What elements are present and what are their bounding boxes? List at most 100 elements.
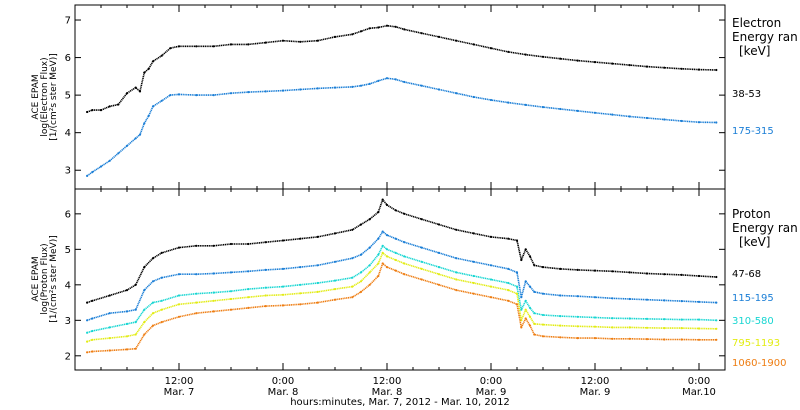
electron-y-label-line1: ACE EPAM <box>31 74 41 119</box>
series-175-315-point <box>507 101 510 104</box>
series-38-53-point <box>420 32 423 35</box>
series-310-580-point <box>611 317 614 320</box>
series-175-315-point <box>117 152 120 155</box>
proton-legend-title: Proton <box>732 207 771 221</box>
series-310-580-point <box>515 285 519 288</box>
series-795-1193-point <box>680 327 683 330</box>
series-38-53-point <box>177 45 181 48</box>
series-795-1193-point <box>528 315 532 318</box>
series-115-195-point <box>403 241 406 244</box>
proton-series <box>86 198 718 354</box>
series-38-53-point <box>108 105 111 108</box>
series-38-53-point <box>134 86 137 89</box>
series-47-68-point <box>715 275 718 279</box>
series-175-315-point <box>125 144 129 147</box>
series-310-580-point <box>533 312 536 315</box>
electron-legend-subtitle: Energy ran <box>732 30 798 44</box>
series-795-1193-point <box>151 312 155 315</box>
series-795-1193-point <box>663 327 666 330</box>
x-axis-label: hours:minutes, Mar. 7, 2012 - Mar. 10, 2… <box>290 397 510 408</box>
series-310-580-point <box>91 329 94 333</box>
series-47-68-point <box>368 218 371 221</box>
electron-legend-title: Electron <box>732 16 781 30</box>
series-175-315-point <box>91 171 94 174</box>
x-tick-date-label: Mar.10 <box>682 387 716 398</box>
series-115-195-point <box>697 300 701 303</box>
x-tick-time-label: 12:00 <box>165 376 194 387</box>
series-115-195-point <box>351 257 354 260</box>
series-115-195-trace <box>86 230 717 322</box>
series-310-580-point <box>377 253 380 256</box>
series-115-195-point <box>281 267 285 270</box>
series-47-68-point <box>151 257 155 260</box>
series-38-53-point <box>212 45 215 48</box>
series-795-1193-point <box>212 299 215 302</box>
series-115-195-point <box>663 299 666 302</box>
series-310-580-point <box>316 281 319 285</box>
series-310-580-point <box>663 318 666 321</box>
series-115-195-point <box>143 289 146 292</box>
series-175-315-point <box>524 103 527 106</box>
series-310-580-point <box>559 315 562 318</box>
series-795-1193-point <box>229 297 233 301</box>
series-310-580-point <box>472 274 475 278</box>
series-115-195-point <box>177 273 181 276</box>
series-795-1193-point <box>381 251 384 254</box>
series-47-68-trace <box>86 198 717 304</box>
series-310-580-point <box>381 244 384 247</box>
series-38-53-point <box>299 40 302 43</box>
series-310-580-point <box>628 317 631 320</box>
series-115-195-point <box>316 264 319 267</box>
series-38-53-point <box>117 103 120 106</box>
series-1060-1900-point <box>247 306 250 309</box>
series-795-1193-point <box>533 322 536 325</box>
series-38-53-point <box>333 35 337 39</box>
series-175-315-point <box>247 91 250 94</box>
x-tick-date-label: Mar. 7 <box>164 387 195 398</box>
proton-legend-item-47-68: 47-68 <box>732 269 761 280</box>
proton-y-label: ACE EPAM log(Proton Flux) [1/(cm²s ster … <box>31 235 59 322</box>
series-795-1193-point <box>559 324 562 327</box>
series-175-315-point <box>108 159 111 162</box>
series-175-315-point <box>611 113 614 116</box>
series-1060-1900-point <box>533 333 536 336</box>
series-115-195-point <box>381 230 384 233</box>
series-310-580-point <box>489 278 493 281</box>
series-795-1193-point <box>489 285 493 288</box>
series-47-68-point <box>628 271 631 274</box>
proton-legend-item-795-1193: 795-1193 <box>732 338 780 349</box>
series-310-580-point <box>507 281 510 285</box>
series-175-315-point <box>593 111 597 114</box>
proton-y-label-line1: ACE EPAM <box>31 256 41 301</box>
series-310-580-point <box>420 260 423 263</box>
series-795-1193-point <box>143 321 146 324</box>
series-38-53-point <box>403 28 406 31</box>
series-38-53-point <box>680 67 683 70</box>
series-1060-1900-point <box>134 347 137 350</box>
series-115-195-point <box>611 297 614 300</box>
series-1060-1900-point <box>515 303 519 306</box>
y-tick-label: 4 <box>65 128 71 139</box>
series-1060-1900-point <box>715 338 718 341</box>
series-115-195-point <box>515 271 519 274</box>
series-115-195-point <box>533 290 536 293</box>
series-795-1193-point <box>507 289 510 292</box>
series-175-315-point <box>151 105 155 108</box>
series-47-68-point <box>229 242 233 246</box>
series-47-68-point <box>377 211 380 214</box>
series-310-580-point <box>368 264 371 267</box>
series-1060-1900-point <box>697 338 701 341</box>
series-115-195-point <box>264 268 267 271</box>
electron-legend: Electron Energy ran [keV] 38-53 175-315 <box>732 16 798 137</box>
series-1060-1900-trace <box>86 262 717 354</box>
series-38-53-point <box>281 39 285 42</box>
series-1060-1900-point <box>394 269 397 272</box>
series-1060-1900-point <box>628 337 631 340</box>
electron-y-label: ACE EPAM log(Electron Flux) [1/(cm²s ste… <box>31 53 59 140</box>
series-38-53-point <box>697 68 701 71</box>
series-310-580-point <box>715 319 718 322</box>
electron-legend-item-175-315: 175-315 <box>732 126 774 137</box>
series-175-315-point <box>377 79 380 82</box>
series-795-1193-point <box>86 340 89 343</box>
